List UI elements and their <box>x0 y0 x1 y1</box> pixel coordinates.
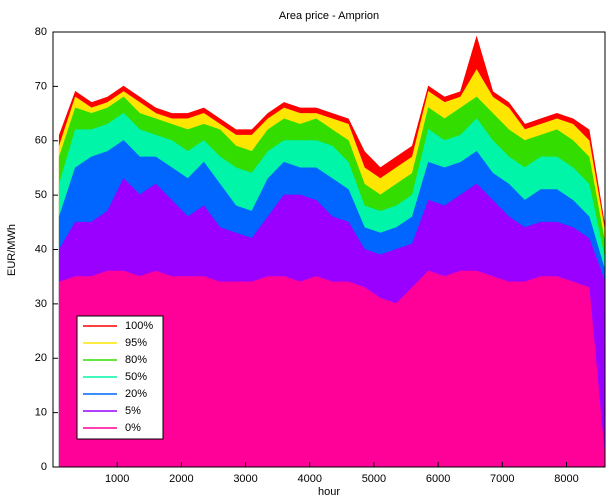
x-tick-label: 1000 <box>105 473 129 485</box>
y-tick-label: 10 <box>35 407 47 419</box>
y-tick-label: 70 <box>35 80 47 92</box>
legend-label: 100% <box>125 320 153 332</box>
x-tick-label: 6000 <box>426 473 450 485</box>
x-tick-label: 5000 <box>362 473 386 485</box>
chart-title: Area price - Amprion <box>279 10 379 22</box>
x-tick-label: 3000 <box>233 473 257 485</box>
y-tick-label: 50 <box>35 189 47 201</box>
y-tick-label: 80 <box>35 26 47 38</box>
area-series <box>58 270 606 468</box>
x-axis-label: hour <box>318 486 340 498</box>
x-tick-label: 4000 <box>298 473 322 485</box>
legend-label: 5% <box>125 405 141 417</box>
y-tick-label: 60 <box>35 135 47 147</box>
y-tick-label: 0 <box>41 461 47 473</box>
x-tick-label: 2000 <box>169 473 193 485</box>
legend-label: 80% <box>125 354 147 366</box>
legend-label: 95% <box>125 337 147 349</box>
legend-label: 20% <box>125 388 147 400</box>
y-tick-label: 30 <box>35 298 47 310</box>
y-tick-label: 20 <box>35 352 47 364</box>
legend-label: 0% <box>125 422 141 434</box>
y-axis-label: EUR/MWh <box>6 224 18 276</box>
legend-label: 50% <box>125 371 147 383</box>
x-tick-label: 7000 <box>490 473 514 485</box>
y-tick-label: 40 <box>35 243 47 255</box>
x-tick-label: 8000 <box>554 473 578 485</box>
